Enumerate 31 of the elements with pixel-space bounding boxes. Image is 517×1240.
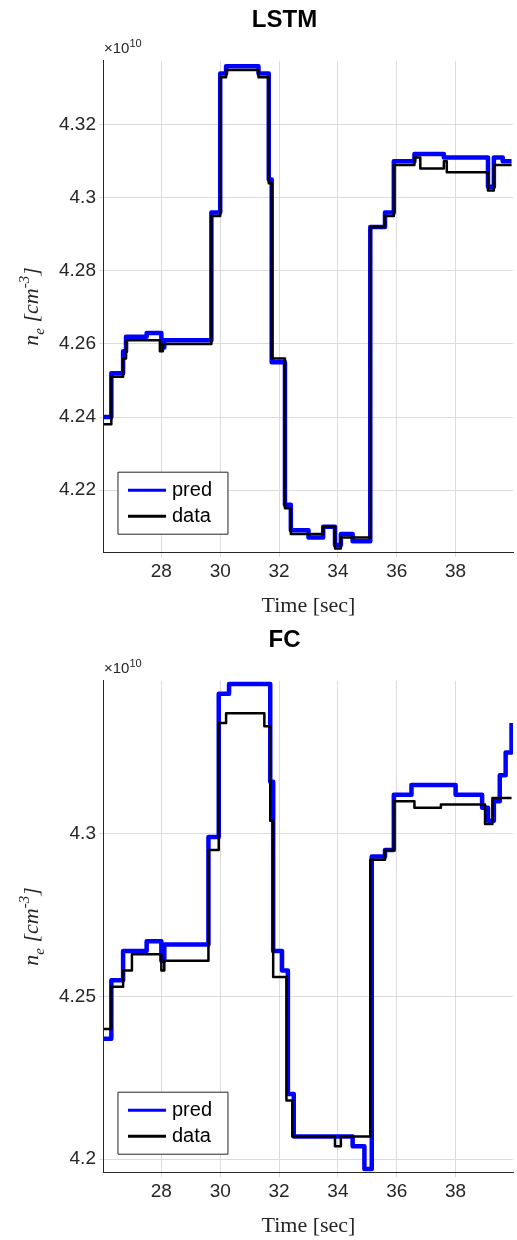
- x-tick-label: 32: [268, 1179, 290, 1201]
- y-tick-label: 4.24: [59, 405, 97, 427]
- x-tick-label: 28: [150, 1179, 172, 1201]
- x-tick-label: 32: [268, 559, 290, 581]
- y-tick-label: 4.22: [59, 478, 96, 500]
- y-tick-label: 4.2: [69, 1147, 96, 1169]
- x-tick-label: 36: [386, 1179, 408, 1201]
- y-tick-label: 4.3: [69, 821, 96, 843]
- y-axis-title: ne [cm-3]: [16, 267, 47, 346]
- y-tick-label: 4.28: [59, 259, 96, 281]
- x-axis-title: Time [sec]: [261, 1212, 356, 1237]
- x-tick-label: 34: [327, 559, 349, 581]
- y-tick-label: 4.26: [59, 332, 96, 354]
- chart-title: FC: [268, 625, 301, 653]
- legend-label: pred: [171, 1097, 213, 1120]
- y-tick-label: 4.32: [59, 112, 96, 134]
- chart-title: LSTM: [251, 5, 318, 33]
- y-tick-label: 4.3: [69, 186, 96, 208]
- x-tick-label: 30: [209, 559, 231, 581]
- x-tick-label: 28: [150, 559, 172, 581]
- x-tick-label: 38: [445, 559, 467, 581]
- legend-label: data: [171, 503, 212, 526]
- y-axis-title: ne [cm-3]: [16, 887, 47, 966]
- y-tick-label: 4.25: [59, 984, 96, 1006]
- legend-label: pred: [171, 477, 213, 500]
- x-tick-label: 38: [445, 1179, 467, 1201]
- legend-label: data: [171, 1123, 212, 1146]
- x-tick-label: 36: [386, 559, 408, 581]
- x-axis-title: Time [sec]: [261, 592, 356, 617]
- x-tick-label: 30: [209, 1179, 231, 1201]
- x-tick-label: 34: [327, 1179, 349, 1201]
